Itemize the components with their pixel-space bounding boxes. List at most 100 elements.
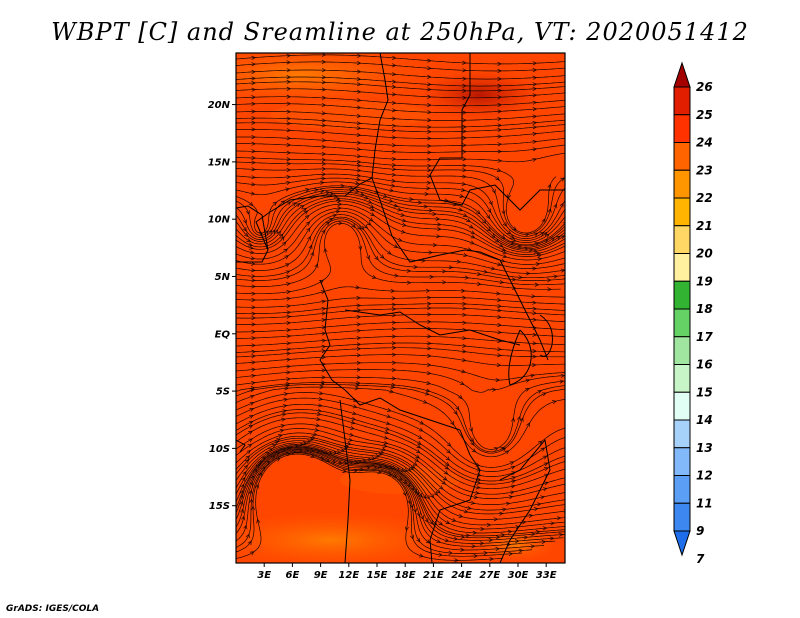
border-line [499,438,551,563]
streamline-arrow [470,441,475,446]
streamline-arrow [532,300,537,305]
streamline-arrow [307,235,311,241]
streamline [236,392,565,468]
streamline-arrow [547,183,552,189]
streamline-arrow [467,505,472,510]
colorbar-box [673,419,691,449]
streamline-arrow [433,491,439,496]
streamline-arrow [473,495,479,500]
streamline-arrow [444,465,450,470]
streamline-arrow [523,535,529,540]
streamline-arrow [519,417,524,422]
streamline-arrow [257,460,263,466]
streamline-arrow [285,275,291,280]
colorbar-label: 18 [696,302,713,316]
streamline [236,220,565,287]
colorbar-label: 16 [696,358,713,372]
streamline-arrow [302,207,308,212]
streamline-arrow [286,53,292,58]
streamline-arrow [251,380,256,386]
streamline-arrow [422,399,428,404]
streamline-arrow [455,405,460,411]
streamline-arrow [391,345,397,350]
streamline-arrow [305,188,310,193]
streamline-arrow [436,234,441,239]
streamline-arrow [432,211,438,217]
streamline-arrow [321,95,327,100]
streamline-arrow [251,76,257,81]
streamline-arrow [352,404,358,409]
streamline-arrow [319,180,325,185]
streamline-arrow [416,537,421,543]
streamline-arrow [415,454,421,459]
streamline-arrow [359,225,365,231]
streamline-arrow [500,258,506,263]
streamline-arrow [427,74,432,79]
streamline-arrow [240,508,245,514]
streamline-arrow [391,55,397,60]
streamline-arrow [511,417,516,423]
streamline-arrow [286,174,292,180]
streamline-arrow [356,225,362,231]
streamline-arrow [321,368,327,373]
streamline-arrow [424,191,430,197]
streamline-arrow [497,61,503,66]
streamline-arrow [356,314,362,320]
streamline-arrow [243,464,249,470]
streamline-arrow [441,269,447,274]
streamline [236,168,565,237]
streamline-arrow [530,532,536,537]
streamline-arrow [245,455,251,460]
streamline-arrow [309,437,315,442]
streamline-arrow [391,313,397,318]
streamline-arrow [320,382,326,387]
streamline-arrow [286,289,292,295]
streamline-arrow [547,208,552,213]
streamline [236,222,561,295]
streamline-arrow [497,134,503,139]
border-line [339,399,351,563]
streamline [236,187,565,247]
streamline-arrow [426,371,432,376]
streamline-arrow [251,305,257,310]
streamline-arrow [292,202,297,207]
streamline-arrow [497,314,503,320]
lon-tick-label: 6E [286,570,300,581]
streamline-arrow [470,240,475,245]
streamline-arrow [486,522,492,528]
streamline-arrow [445,461,450,467]
streamline-arrow [368,217,374,222]
streamline-arrow [536,502,542,507]
streamline-arrow [470,230,476,235]
streamline-arrow [251,297,257,303]
streamline-arrow [286,142,292,148]
streamline-arrow [356,177,362,182]
streamline-arrow [479,541,485,546]
streamline-arrow [248,201,254,207]
streamline-arrow [356,69,362,74]
streamline-arrow [246,238,252,242]
streamline-arrow [377,470,382,475]
streamline-arrow [532,86,538,91]
streamline [236,335,565,347]
country-borders [236,53,565,563]
streamline-arrow [525,271,531,276]
map-frame [235,52,566,564]
streamline-arrow [340,448,346,453]
streamline-arrow [502,507,507,512]
streamline-arrow [499,280,505,285]
streamline-arrow [556,516,562,521]
streamline-arrow [427,102,432,108]
streamline-arrow [356,173,362,178]
streamline-arrow [498,243,504,248]
streamline-arrow [286,328,292,333]
streamline-arrow [473,553,479,559]
streamline-arrow [329,191,335,197]
streamline-arrow [286,377,291,382]
streamline-arrow [251,69,256,75]
streamline-arrow [427,150,432,155]
streamline-arrow [321,161,327,166]
streamline-arrow [476,271,482,277]
streamline-arrow [525,232,530,237]
